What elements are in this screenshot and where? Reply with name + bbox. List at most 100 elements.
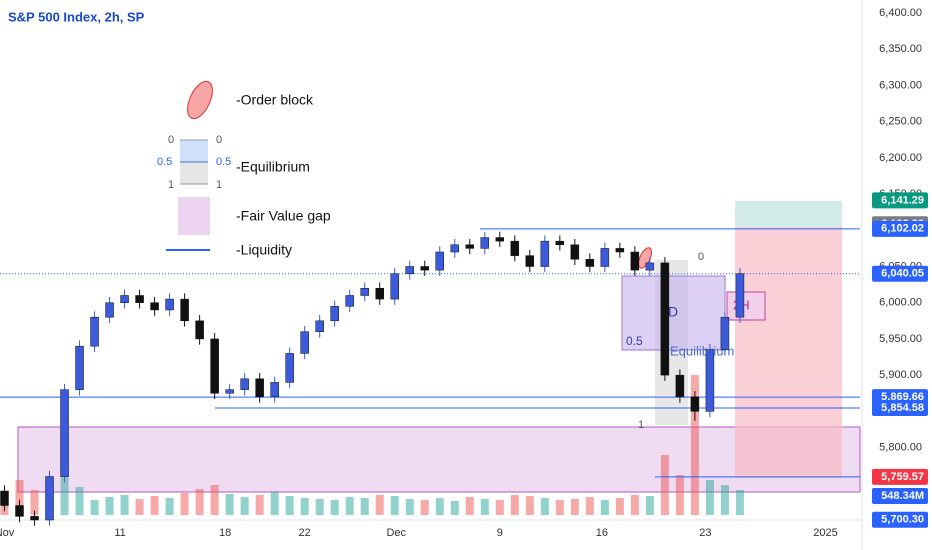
volume-bar: [315, 499, 324, 515]
volume-bar: [420, 500, 429, 515]
annotation: D: [668, 304, 678, 320]
y-tick-label: 6,350.00: [879, 43, 922, 55]
volume-bar: [555, 500, 564, 515]
legend-text: 1: [216, 179, 222, 191]
price-badge: [872, 265, 928, 282]
volume-bar: [735, 490, 744, 515]
candle-body: [60, 389, 69, 477]
volume-bar: [60, 473, 69, 515]
tf-box: [726, 291, 766, 321]
legend-order-block: [187, 80, 213, 120]
annotation: Equilibrium: [670, 343, 734, 358]
y-tick-label: 6,250.00: [879, 116, 922, 128]
volume-bar: [240, 497, 249, 515]
candle-body: [180, 298, 189, 322]
candle-body: [135, 295, 144, 303]
candle-body: [270, 382, 279, 398]
candle-body: [600, 248, 610, 267]
annotation: 1: [638, 419, 644, 431]
volume-bar: [180, 493, 189, 515]
candle-body: [645, 262, 655, 271]
candle-body: [240, 378, 249, 390]
legend-text: 0.5: [157, 156, 172, 168]
candle-body: [90, 316, 99, 347]
candle-body: [720, 316, 730, 351]
candle-body: [315, 320, 324, 332]
candle-body: [735, 273, 745, 318]
volume-badge-label: 548.34M: [881, 490, 924, 502]
candle-body: [675, 374, 685, 398]
volume-bar: [135, 499, 144, 515]
volume-bar: [150, 496, 159, 515]
volume-bar: [570, 499, 579, 515]
candle-body: [390, 273, 399, 300]
fvg-box: [621, 275, 726, 351]
candle-body: [120, 295, 129, 303]
price-badge: [872, 400, 928, 417]
x-tick-label: 16: [596, 527, 608, 539]
volume-bar: [510, 495, 519, 515]
price-badge-label: 5,854.58: [881, 402, 924, 414]
price-badge: [872, 511, 928, 528]
volume-bar: [210, 485, 219, 515]
candle-body: [195, 320, 204, 340]
volume-bar: [195, 489, 204, 515]
volume-bar: [255, 495, 264, 515]
volume-bar: [15, 480, 24, 515]
candle-body: [165, 298, 174, 311]
candle-body: [465, 244, 475, 249]
candle-body: [540, 240, 550, 267]
volume-bar: [615, 498, 624, 515]
candle-body: [300, 331, 309, 354]
volume-bar: [30, 490, 39, 515]
y-tick-label: 6,300.00: [879, 79, 922, 91]
volume-bar: [300, 498, 309, 515]
legend-text: -Equilibrium: [236, 159, 310, 175]
volume-bar: [120, 495, 129, 515]
volume-bar: [720, 485, 729, 515]
price-badge-label: 6,040.05: [881, 268, 924, 280]
volume-bar: [705, 480, 714, 515]
y-tick-label: 6,400.00: [879, 7, 922, 19]
target-zone: [735, 201, 842, 227]
price-badge-label: 5,869.66: [881, 391, 924, 403]
candle-body: [435, 251, 445, 271]
x-tick-label: 23: [699, 527, 711, 539]
candle-body: [630, 251, 640, 271]
volume-bar: [270, 492, 279, 515]
x-tick-label: Nov: [0, 527, 15, 539]
legend-fvg: [178, 197, 210, 235]
volume-bar: [675, 475, 684, 515]
x-tick-label: 2025: [813, 527, 837, 539]
candle-body: [660, 262, 670, 376]
x-tick-label: 18: [219, 527, 231, 539]
legend-text: -Liquidity: [236, 242, 292, 258]
legend-text: -Fair Value gap: [236, 208, 331, 224]
volume-bar: [345, 497, 354, 515]
x-tick-label: Dec: [386, 527, 406, 539]
volume-bar: [600, 500, 609, 515]
candle-body: [570, 244, 580, 260]
volume-bar: [90, 500, 99, 515]
y-tick-label: 6,000.00: [879, 297, 922, 309]
volume-bar: [360, 498, 369, 515]
candle-body: [225, 389, 234, 394]
candle-body: [30, 516, 39, 521]
y-tick-label: 5,950.00: [879, 333, 922, 345]
candle-body: [210, 338, 219, 394]
annotation: 0.5: [626, 334, 643, 348]
legend-eq-top: [180, 140, 208, 162]
candle-body: [345, 295, 354, 307]
volume-bar: [375, 495, 384, 515]
volume-bar: [525, 496, 534, 515]
candle-body: [555, 240, 565, 246]
stop-zone: [735, 227, 842, 478]
price-badge: [872, 220, 928, 237]
volume-bar: [690, 375, 699, 515]
volume-bar: [390, 496, 399, 515]
legend-text: -Order block: [236, 92, 314, 108]
price-badge-label: 6,141.29: [881, 194, 924, 206]
x-tick-label: 11: [114, 527, 125, 539]
volume-bar: [405, 499, 414, 515]
